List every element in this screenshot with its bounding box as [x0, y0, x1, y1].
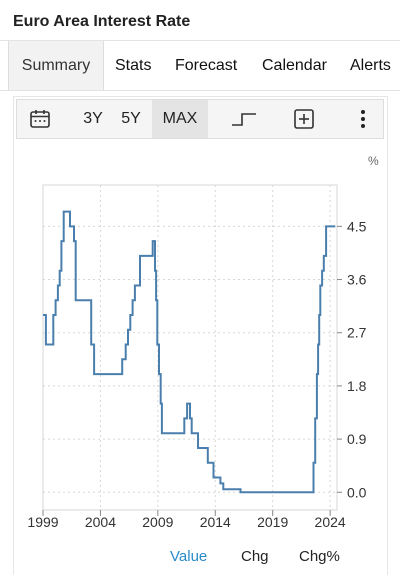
more-vertical-icon[interactable] — [351, 100, 375, 138]
step-line-icon[interactable] — [227, 100, 261, 138]
range-3y-button[interactable]: 3Y — [83, 110, 103, 127]
page-title: Euro Area Interest Rate — [13, 13, 191, 30]
x-tick-label: 2009 — [142, 514, 173, 530]
x-tick-label: 2014 — [200, 514, 231, 530]
x-tick-label: 2004 — [85, 514, 116, 530]
tab-bar: Summary Stats Forecast Calendar Alerts — [0, 40, 400, 91]
tab-forecast[interactable]: Forecast — [175, 57, 238, 74]
y-tick-label: 4.5 — [347, 218, 367, 234]
range-5y-button[interactable]: 5Y — [121, 110, 141, 127]
series-line — [43, 210, 336, 494]
tab-alerts[interactable]: Alerts — [350, 57, 391, 74]
y-tick-label: 3.6 — [347, 272, 367, 288]
range-max-button[interactable]: MAX — [152, 100, 208, 138]
tab-summary[interactable]: Summary — [8, 41, 104, 90]
tab-stats[interactable]: Stats — [115, 57, 152, 74]
x-tick-label: 2019 — [257, 514, 288, 530]
y-tick-label: 2.7 — [347, 325, 367, 341]
y-tick-label: 1.8 — [347, 378, 367, 394]
tab-chg-percent[interactable]: Chg% — [299, 548, 340, 565]
calendar-icon[interactable] — [25, 100, 55, 138]
unit-label: % — [368, 154, 379, 168]
chart-toolbar: 3Y 5Y MAX — [16, 99, 384, 139]
x-tick-label: 1999 — [27, 514, 58, 530]
tab-chg[interactable]: Chg — [241, 548, 269, 565]
y-tick-label: 0.9 — [347, 431, 367, 447]
plus-box-icon[interactable] — [289, 100, 319, 138]
x-tick-label: 2024 — [315, 514, 346, 530]
tab-calendar[interactable]: Calendar — [262, 57, 327, 74]
tab-value[interactable]: Value — [170, 548, 208, 565]
chart-card — [13, 96, 388, 575]
plot-area — [42, 184, 338, 511]
y-tick-label: 0.0 — [347, 484, 367, 500]
